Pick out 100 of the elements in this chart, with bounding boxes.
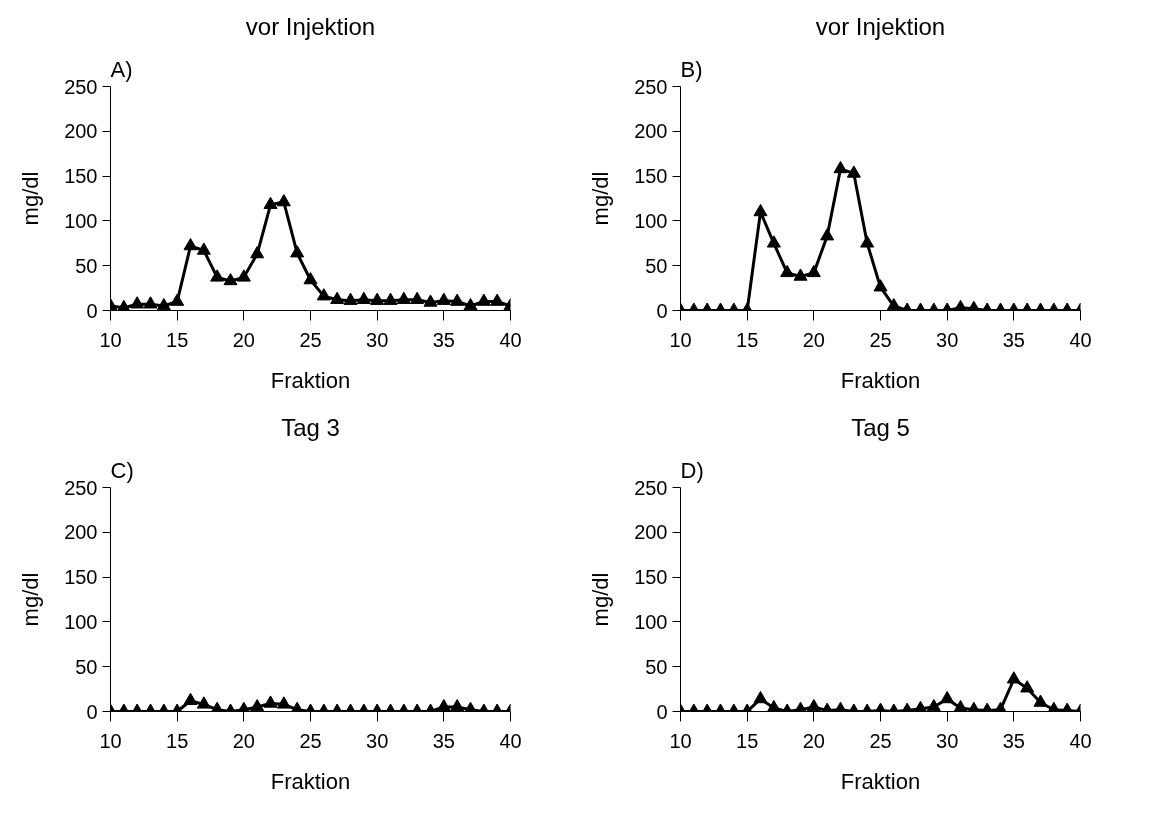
y-tick-label: 200	[64, 120, 98, 143]
point	[490, 293, 505, 306]
point	[873, 279, 888, 292]
point	[450, 293, 465, 306]
point	[410, 291, 425, 304]
point	[236, 269, 251, 282]
y-tick-label: 50	[645, 254, 668, 277]
y-tick-label: 0	[656, 700, 668, 723]
y-tick-label: 0	[86, 299, 98, 322]
x-tick-label: 25	[299, 729, 322, 752]
y-tick-label: 200	[64, 521, 98, 544]
point	[343, 292, 358, 305]
point	[143, 296, 158, 309]
x-axis-title: Fraktion	[270, 367, 351, 393]
x-tick-label: 40	[1069, 328, 1092, 351]
point	[820, 228, 835, 241]
text: D)	[680, 457, 704, 483]
x-axis-title: Fraktion	[840, 367, 921, 393]
point	[833, 160, 848, 174]
x-tick-label: 15	[736, 729, 759, 752]
text: A)	[110, 56, 133, 82]
x-tick-label: 35	[432, 328, 455, 351]
point	[210, 269, 225, 282]
point	[330, 291, 345, 304]
chart-title: Tag 5	[851, 413, 910, 441]
y-tick-label: 250	[634, 476, 668, 499]
x-tick-label: 40	[1069, 729, 1092, 752]
y-axis-title: mg/dl	[18, 572, 44, 627]
point	[356, 291, 371, 304]
point	[316, 288, 331, 301]
x-tick-label: 20	[232, 328, 255, 351]
point	[423, 294, 438, 307]
point	[156, 298, 171, 311]
point	[806, 264, 821, 278]
x-tick-label: 10	[99, 729, 122, 752]
point	[170, 293, 185, 306]
text: B)	[680, 56, 703, 82]
point	[290, 245, 305, 258]
x-tick-label: 20	[802, 328, 825, 351]
point	[463, 298, 478, 311]
point	[130, 296, 145, 309]
x-tick-label: 30	[936, 328, 959, 351]
y-axis-title: mg/dl	[588, 171, 614, 226]
point	[263, 196, 278, 210]
y-axis-title: mg/dl	[588, 572, 614, 627]
chart-title: vor Injektion	[245, 12, 376, 40]
text: C)	[110, 457, 134, 483]
y-tick-label: 100	[634, 209, 668, 232]
point	[860, 235, 875, 248]
point	[793, 268, 808, 281]
x-axis-title: Fraktion	[270, 768, 351, 794]
x-tick-label: 40	[499, 328, 522, 351]
x-tick-label: 30	[366, 729, 389, 752]
point	[303, 272, 318, 285]
x-tick-label: 25	[299, 328, 322, 351]
chart-title: vor Injektion	[815, 12, 946, 40]
x-tick-label: 40	[499, 729, 522, 752]
x-tick-label: 10	[669, 328, 692, 351]
point	[370, 292, 385, 305]
x-tick-label: 10	[99, 328, 122, 351]
y-tick-label: 250	[64, 476, 98, 499]
y-tick-label: 250	[64, 75, 98, 98]
point	[250, 246, 265, 259]
y-tick-label: 50	[75, 254, 98, 277]
x-tick-label: 35	[432, 729, 455, 752]
point	[846, 165, 861, 178]
x-tick-label: 35	[1002, 729, 1025, 752]
point	[753, 203, 768, 217]
y-tick-label: 150	[64, 566, 98, 589]
y-axis-title: mg/dl	[18, 171, 44, 226]
x-axis-title: Fraktion	[840, 768, 921, 794]
y-tick-label: 0	[656, 299, 668, 322]
x-tick-label: 30	[366, 328, 389, 351]
x-tick-label: 30	[936, 729, 959, 752]
point	[476, 293, 491, 306]
y-tick-label: 150	[634, 566, 668, 589]
point	[383, 292, 398, 305]
x-tick-label: 35	[1002, 328, 1025, 351]
y-tick-label: 100	[64, 610, 98, 633]
point	[436, 292, 451, 305]
x-tick-label: 20	[802, 729, 825, 752]
y-tick-label: 200	[634, 521, 668, 544]
chart-title: Tag 3	[281, 413, 340, 441]
x-tick-label: 15	[166, 729, 189, 752]
x-tick-label: 20	[232, 729, 255, 752]
y-tick-label: 200	[634, 120, 668, 143]
x-tick-label: 10	[669, 729, 692, 752]
y-tick-label: 0	[86, 700, 98, 723]
point	[183, 237, 198, 251]
point	[780, 264, 795, 278]
point	[766, 235, 781, 248]
x-tick-label: 25	[869, 328, 892, 351]
x-tick-label: 15	[166, 328, 189, 351]
point	[223, 272, 238, 286]
point	[196, 242, 211, 255]
y-tick-label: 100	[64, 209, 98, 232]
y-tick-label: 100	[634, 610, 668, 633]
point	[396, 291, 411, 304]
y-tick-label: 150	[634, 165, 668, 188]
point	[276, 194, 291, 207]
